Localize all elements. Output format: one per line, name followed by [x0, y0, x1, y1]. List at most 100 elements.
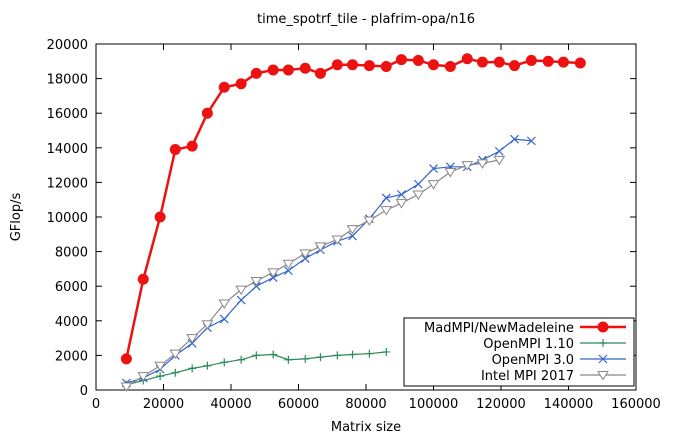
data-point [427, 180, 440, 190]
data-point [493, 56, 505, 68]
x-tick-label: 140000 [544, 397, 594, 412]
data-point [476, 159, 489, 169]
y-tick-label: 6000 [55, 280, 88, 295]
data-point [154, 211, 166, 223]
y-tick-label: 20000 [47, 38, 88, 53]
y-tick-label: 8000 [55, 246, 88, 261]
legend-label: Intel MPI 2017 [481, 369, 574, 384]
data-point [218, 81, 230, 93]
data-point [137, 372, 150, 382]
data-point [493, 155, 506, 166]
data-point [154, 361, 167, 372]
y-tick-label: 0 [80, 384, 88, 399]
data-point [316, 353, 325, 362]
data-point [188, 364, 197, 373]
series-1 [122, 347, 391, 389]
x-tick-label: 80000 [345, 397, 386, 412]
data-point [203, 361, 212, 370]
legend-marker [597, 321, 609, 333]
legend-marker [599, 339, 607, 347]
series-layer [120, 53, 586, 392]
data-point [412, 190, 425, 200]
data-point [412, 54, 424, 66]
legend-label: MadMPI/NewMadeleine [424, 321, 574, 336]
x-tick-label: 100000 [409, 397, 459, 412]
axis-ticks: 0 20000 40000 60000 80000 100000 120000 140000 1… [47, 38, 661, 412]
data-point [282, 64, 294, 76]
x-tick-label: 60000 [278, 397, 319, 412]
data-point [218, 299, 231, 309]
y-tick-label: 10000 [47, 211, 88, 226]
data-point [395, 54, 407, 66]
y-tick-label: 12000 [47, 176, 88, 191]
data-point [235, 78, 247, 90]
y-tick-label: 16000 [47, 107, 88, 122]
data-point [299, 62, 311, 74]
data-point [510, 134, 519, 144]
data-point [429, 164, 438, 173]
y-tick-label: 2000 [55, 349, 88, 364]
y-tick-label: 14000 [47, 142, 88, 157]
legend-item: OpenMPI 3.0 [492, 353, 626, 368]
data-point [171, 368, 180, 377]
data-point [331, 235, 344, 245]
data-point [348, 231, 357, 241]
data-point [236, 295, 246, 305]
x-tick-label: 40000 [210, 397, 251, 412]
data-point [428, 59, 439, 71]
data-point [219, 314, 229, 324]
data-point [314, 67, 326, 79]
data-point [250, 67, 262, 79]
data-point [220, 358, 229, 367]
data-point [526, 136, 536, 146]
data-point [525, 54, 537, 66]
x-tick-label: 120000 [476, 397, 526, 412]
x-tick-label: 0 [92, 397, 100, 412]
data-point [413, 179, 423, 189]
legend-label: OpenMPI 3.0 [492, 353, 574, 368]
data-point [282, 259, 295, 270]
series-0 [120, 53, 586, 365]
x-tick-label: 160000 [611, 397, 661, 412]
data-point [542, 55, 554, 67]
legend-marker [598, 354, 608, 364]
data-point [444, 60, 456, 72]
y-tick-label: 4000 [55, 315, 88, 330]
data-point [363, 216, 376, 226]
series-3 [120, 155, 506, 392]
data-point [284, 355, 293, 364]
data-point [269, 350, 278, 359]
data-point [299, 249, 312, 259]
data-point [382, 347, 391, 356]
data-point [461, 53, 473, 65]
data-point [557, 56, 569, 68]
series-line [125, 57, 581, 360]
legend-item: OpenMPI 1.10 [483, 337, 626, 352]
data-point [120, 382, 133, 392]
data-point [476, 56, 488, 68]
data-point [235, 285, 248, 296]
data-point [348, 350, 357, 359]
data-point [395, 199, 408, 209]
data-point [346, 225, 359, 235]
data-point [237, 355, 246, 364]
data-point [120, 353, 132, 365]
data-point [201, 320, 214, 330]
legend-item: Intel MPI 2017 [481, 369, 626, 384]
legend-label: OpenMPI 1.10 [483, 337, 574, 352]
legend-marker [597, 371, 609, 381]
data-point [283, 266, 293, 276]
data-point [397, 190, 406, 199]
data-point [494, 146, 504, 156]
data-point [365, 349, 374, 358]
data-point [169, 144, 181, 156]
data-point [137, 273, 149, 285]
x-tick-label: 20000 [143, 397, 184, 412]
data-point [156, 372, 165, 381]
data-point [331, 59, 343, 71]
chart-title: time_spotrf_tile - plafrim-opa/n16 [257, 12, 475, 27]
y-tick-label: 18000 [47, 73, 88, 88]
data-point [169, 349, 182, 360]
